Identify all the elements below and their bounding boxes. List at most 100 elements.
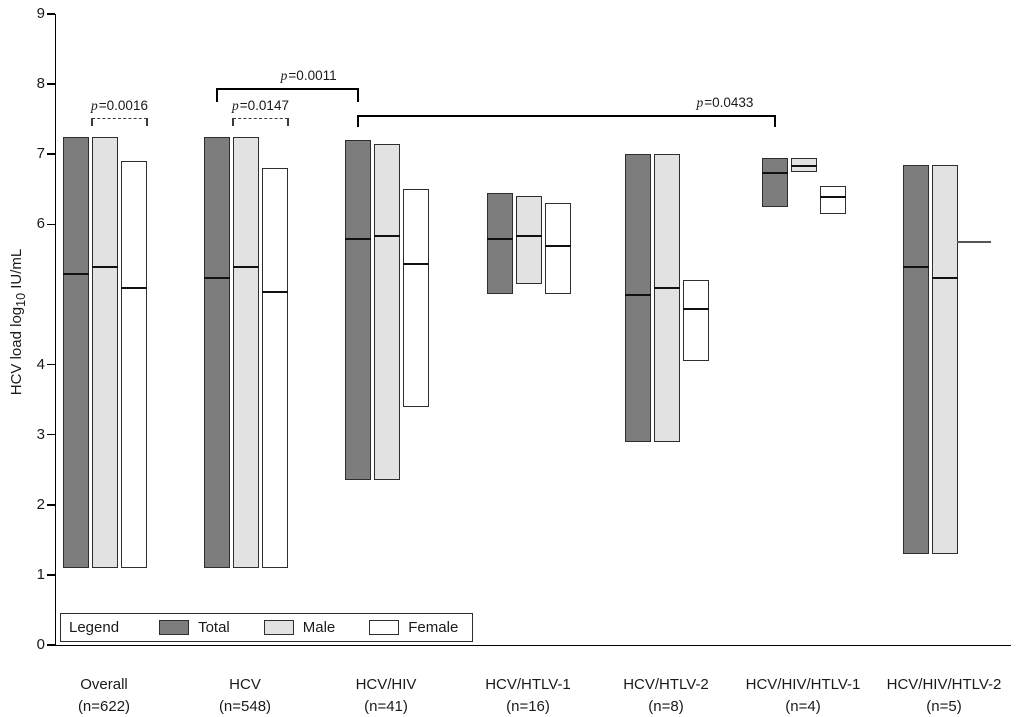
y-tick-label-9: 9	[36, 5, 45, 22]
x-label-2: HCV/HIV (n=41)	[306, 674, 466, 717]
median-line-male-5	[791, 164, 817, 167]
legend-title: Legend	[69, 619, 120, 636]
median-line-female-3	[545, 245, 571, 248]
median-line-male-6	[932, 276, 958, 279]
x-label-n-3: (n=16)	[506, 697, 550, 715]
bar-total-1	[204, 136, 230, 568]
median-line-male-3	[516, 234, 542, 237]
significance-bracket-2	[217, 87, 358, 90]
bracket-end-tick-3-1	[773, 114, 777, 127]
y-tick-mark-8	[47, 83, 55, 85]
significance-bracket-1	[233, 117, 288, 119]
x-label-name-6: HCV/HIV/HTLV-2	[886, 676, 1002, 693]
y-tick-label-8: 8	[36, 75, 45, 93]
legend-item-total: Total	[159, 619, 230, 636]
y-tick-label-3: 3	[36, 425, 45, 443]
significance-bracket-3	[358, 114, 775, 117]
bar-male-0	[92, 136, 118, 568]
x-label-name-0: Overall	[80, 676, 128, 693]
legend-swatch-total	[159, 620, 190, 635]
legend-label-male: Male	[302, 619, 336, 636]
median-line-total-1	[204, 276, 230, 279]
bracket-end-tick-3-0	[356, 114, 360, 127]
median-line-total-5	[762, 171, 788, 174]
bar-male-5	[791, 157, 817, 172]
bar-female-2	[403, 189, 429, 407]
y-tick-mark-4	[47, 363, 55, 366]
x-label-name-1: HCV	[229, 676, 261, 693]
bar-total-0	[63, 136, 89, 568]
x-label-n-5: (n=4)	[785, 697, 821, 715]
median-line-female-4	[683, 308, 709, 311]
x-label-name-4: HCV/HTLV-2	[623, 676, 709, 693]
median-line-male-0	[92, 266, 118, 269]
y-tick-mark-2	[47, 503, 55, 506]
p-italic: p	[232, 97, 239, 113]
x-label-5: HCV/HIV/HTLV-1 (n=4)	[723, 674, 883, 717]
bar-total-2	[345, 140, 371, 481]
bracket-end-tick-2-1	[356, 87, 360, 102]
median-line-total-3	[487, 238, 513, 241]
median-line-total-2	[345, 238, 371, 241]
x-label-name-2: HCV/HIV	[355, 676, 417, 693]
median-line-total-4	[625, 294, 651, 297]
x-label-n-1: (n=548)	[218, 697, 272, 715]
x-label-n-6: (n=5)	[926, 697, 962, 715]
y-axis-title-subscript: 10	[14, 292, 28, 307]
p-value-label-2: p=0.0011	[280, 67, 337, 83]
y-tick-mark-3	[47, 433, 55, 436]
legend: Legend Total Male Female	[60, 613, 474, 642]
significance-bracket-0	[92, 117, 147, 119]
median-line-total-6	[903, 266, 929, 269]
legend-label-female: Female	[408, 619, 459, 636]
median-line-female-0	[121, 287, 147, 290]
median-line-male-4	[654, 287, 680, 290]
legend-swatch-female	[369, 620, 400, 635]
median-line-male-1	[233, 266, 259, 269]
bracket-end-tick-0-1	[146, 117, 148, 126]
y-tick-mark-7	[47, 153, 55, 156]
x-label-n-2: (n=41)	[364, 697, 408, 715]
y-tick-label-7: 7	[36, 145, 45, 163]
x-label-6: HCV/HIV/HTLV-2 (n=5)	[864, 674, 1024, 717]
y-axis-title-units: IU/mL	[8, 248, 25, 293]
y-tick-label-2: 2	[36, 495, 45, 513]
bar-male-6	[932, 164, 958, 554]
p-italic: p	[91, 97, 98, 113]
bracket-end-tick-0-0	[91, 117, 93, 126]
bar-female-1	[262, 168, 288, 568]
median-line-female-5	[820, 196, 846, 199]
median-line-male-2	[374, 234, 400, 237]
bar-total-3	[487, 192, 513, 295]
y-axis-title-text: HCV load log	[8, 306, 25, 396]
median-line-female-2	[403, 262, 429, 265]
p-value-label-1: p=0.0147	[232, 97, 289, 113]
p-italic: p	[696, 94, 704, 110]
p-value-label-3: p=0.0433	[696, 94, 754, 110]
bar-male-3	[516, 196, 542, 284]
legend-label-total: Total	[198, 619, 230, 636]
x-label-n-4: (n=8)	[648, 697, 684, 715]
median-line-female-1	[262, 290, 288, 293]
range-line-female-6	[957, 240, 991, 243]
x-label-name-3: HCV/HTLV-1	[485, 676, 571, 693]
x-label-n-0: (n=622)	[77, 697, 131, 715]
x-label-0: Overall (n=622)	[24, 674, 184, 717]
bar-female-4	[683, 280, 709, 362]
bar-total-5	[762, 157, 788, 207]
y-tick-mark-0	[47, 644, 55, 646]
y-tick-mark-9	[47, 13, 55, 15]
median-line-total-0	[63, 273, 89, 276]
bracket-end-tick-1-0	[232, 117, 234, 126]
y-tick-label-4: 4	[36, 355, 45, 373]
y-tick-label-0: 0	[36, 636, 45, 653]
bar-total-6	[903, 164, 929, 554]
bracket-end-tick-2-0	[215, 87, 219, 102]
bar-female-0	[121, 161, 147, 568]
x-label-3: HCV/HTLV-1 (n=16)	[448, 674, 608, 717]
bar-female-5	[820, 185, 846, 214]
y-tick-mark-6	[47, 223, 55, 226]
legend-swatch-male	[263, 620, 294, 635]
x-label-1: HCV (n=548)	[165, 674, 325, 717]
